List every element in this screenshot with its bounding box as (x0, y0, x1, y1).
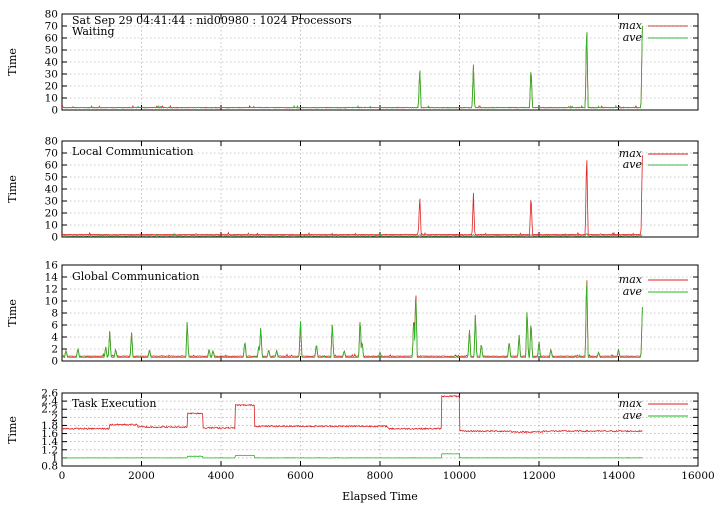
y-tick-label: 50 (45, 45, 58, 57)
y-axis-label: Time (6, 175, 19, 203)
legend-label-ave: ave (623, 409, 643, 422)
x-tick-label: 6000 (287, 470, 314, 482)
series-line-ave (62, 232, 643, 237)
legend-label-max: max (619, 273, 643, 286)
series-line-max (61, 280, 643, 358)
y-tick-label: 2.6 (41, 388, 58, 400)
y-tick-label: 70 (45, 148, 58, 160)
panel-global-communication: Time Global Communication max ave 024681… (6, 260, 699, 368)
y-tick-label: 2 (51, 412, 58, 424)
y-tick-label: 60 (45, 33, 58, 45)
x-tick-label: 12000 (522, 470, 555, 482)
y-axis-label: Time (6, 416, 19, 444)
y-tick-label: 10 (45, 220, 58, 232)
y-tick-label: 1.6 (41, 428, 58, 440)
panel-label: Local Communication (72, 145, 194, 158)
y-tick-label: 1 (51, 452, 58, 464)
y-axis-label: Time (6, 299, 19, 327)
x-ticks: 0 2000 4000 6000 8000 10000 12000 14000 16000 (59, 470, 715, 482)
legend-label-max: max (619, 397, 643, 410)
y-tick-label: 10 (45, 296, 58, 308)
y-tick-label: 0 (51, 105, 58, 117)
y-tick-label: 4 (51, 332, 58, 344)
y-ticks: 0.811.21.41.61.822.22.42.6 (41, 388, 699, 473)
legend-label-max: max (619, 147, 643, 160)
y-tick-label: 80 (45, 136, 58, 148)
y-tick-label: 6 (51, 320, 58, 332)
x-tick-label: 4000 (208, 470, 235, 482)
panel-waiting: Time Sat Sep 29 04:41:44 : nid00980 : 10… (6, 9, 699, 117)
legend-label-ave: ave (623, 285, 643, 298)
y-tick-label: 14 (45, 272, 59, 284)
legend-label-ave: ave (623, 31, 643, 44)
y-tick-label: 60 (45, 160, 58, 172)
y-tick-label: 80 (45, 9, 58, 21)
grid-lines (62, 14, 698, 110)
panel-local-communication: Time Local Communication max ave 0102030… (6, 136, 699, 244)
y-tick-label: 10 (45, 93, 58, 105)
y-tick-label: 1.2 (41, 444, 58, 456)
y-tick-label: 0.8 (41, 461, 58, 473)
legend-label-max: max (619, 19, 643, 32)
series-line-max (61, 155, 643, 237)
series-line-ave (61, 283, 643, 359)
y-tick-label: 2.2 (41, 404, 58, 416)
y-tick-label: 70 (45, 21, 58, 33)
y-tick-label: 8 (51, 308, 58, 320)
x-tick-label: 8000 (367, 470, 394, 482)
y-tick-label: 2.4 (41, 396, 58, 408)
y-tick-label: 1.8 (41, 420, 58, 432)
y-tick-label: 30 (45, 69, 58, 81)
y-axis-label: Time (6, 48, 19, 76)
panel-label: Waiting (72, 25, 115, 38)
y-tick-label: 0 (51, 232, 58, 244)
panel-label: Global Communication (72, 270, 200, 283)
grid-lines (62, 141, 698, 237)
y-tick-label: 12 (45, 284, 58, 296)
x-tick-label: 10000 (443, 470, 476, 482)
y-tick-label: 30 (45, 196, 58, 208)
y-tick-label: 40 (45, 184, 58, 196)
x-axis-label: Elapsed Time (342, 490, 418, 503)
y-tick-label: 20 (45, 208, 58, 220)
x-tick-label: 14000 (602, 470, 635, 482)
chart-title: Sat Sep 29 04:41:44 : nid00980 : 1024 Pr… (72, 14, 352, 27)
grid-lines (62, 265, 698, 361)
x-tick-label: 2000 (128, 470, 155, 482)
panel-task-execution: Time Task Execution max ave 0.811.21.41.… (6, 388, 715, 483)
y-tick-label: 20 (45, 81, 58, 93)
y-tick-label: 2 (51, 344, 58, 356)
y-tick-label: 1.4 (41, 436, 58, 448)
series-line-ave (61, 25, 643, 109)
y-tick-label: 50 (45, 172, 58, 184)
x-tick-label: 0 (59, 470, 66, 482)
y-tick-label: 40 (45, 57, 58, 69)
y-tick-label: 16 (45, 260, 59, 272)
x-tick-label: 16000 (681, 470, 714, 482)
grid-lines (62, 393, 698, 466)
y-tick-label: 0 (51, 356, 58, 368)
panel-label: Task Execution (72, 397, 156, 410)
series-line-ave (61, 453, 643, 459)
legend-label-ave: ave (623, 158, 643, 171)
series-line-max (61, 394, 643, 434)
